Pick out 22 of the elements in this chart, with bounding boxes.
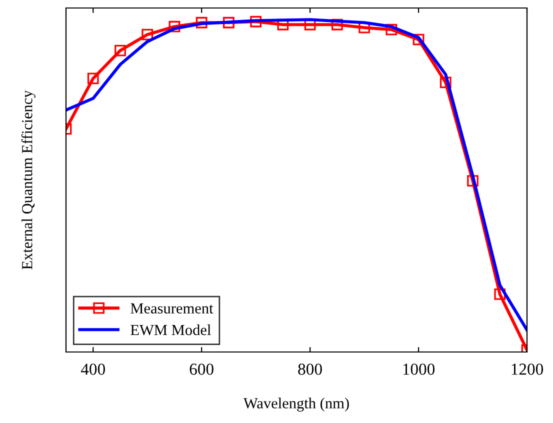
x-tick-label: 400 <box>80 364 105 375</box>
legend-label: Measurement <box>130 303 214 314</box>
x-tick-label: 1000 <box>403 364 435 375</box>
point <box>196 16 208 28</box>
x-tick-label: 1200 <box>512 364 544 375</box>
x-tick-label: 600 <box>190 364 214 375</box>
x-tick-label: 800 <box>298 364 322 375</box>
point <box>412 34 424 46</box>
point <box>331 18 343 30</box>
point <box>467 175 478 187</box>
point <box>386 24 398 36</box>
y-axis-title: External Quantum Efficiency <box>21 90 36 270</box>
point <box>114 44 126 56</box>
point <box>494 288 506 300</box>
point <box>168 20 180 32</box>
point <box>250 16 262 28</box>
legend-label: EWM Model <box>130 324 211 336</box>
point <box>440 76 452 88</box>
x-axis-title: Wavelength (nm) <box>243 398 349 412</box>
point <box>87 72 99 84</box>
point <box>142 28 154 40</box>
point <box>223 16 234 28</box>
